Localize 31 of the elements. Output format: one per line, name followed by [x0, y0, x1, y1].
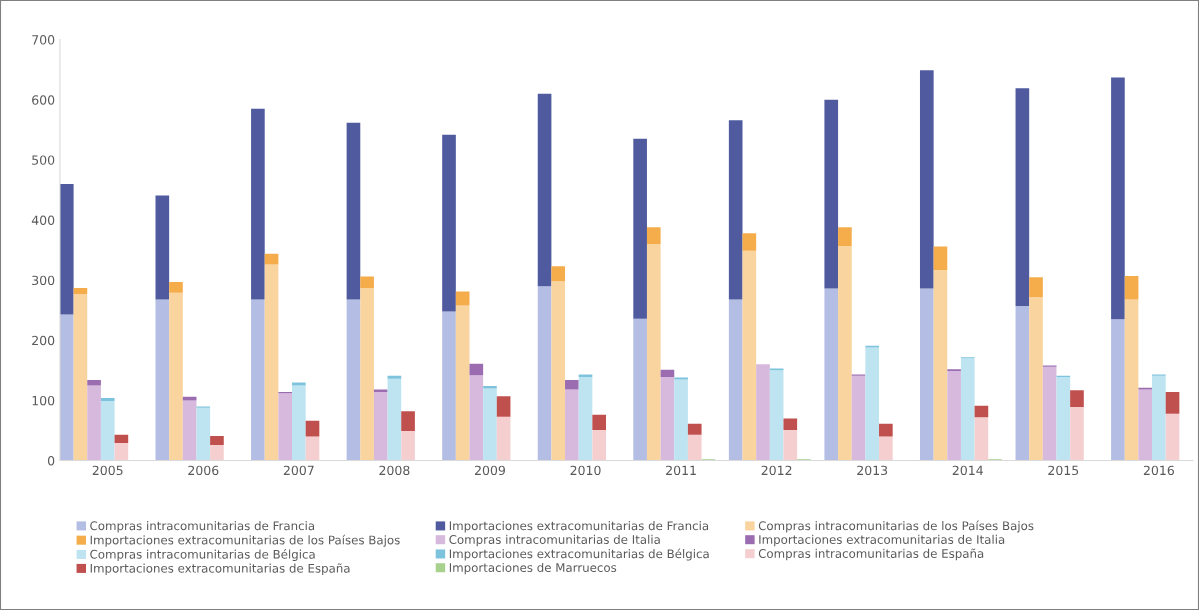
legend-label: Importaciones extracomunitarias de España — [90, 563, 350, 575]
x-tick-label: 2011 — [666, 465, 696, 476]
x-tick-label: 2008 — [379, 465, 410, 476]
legend-label: Importaciones extracomunitarias de Bélgica — [449, 548, 709, 561]
x-tick-label: 2016 — [1143, 465, 1174, 476]
y-tick-label: 500 — [32, 155, 55, 165]
y-tick-label: 0 — [47, 456, 55, 466]
legend-label: Importaciones de Marruecos — [449, 562, 617, 575]
y-tick-label: 700 — [32, 35, 55, 45]
y-tick-label: 100 — [32, 395, 55, 406]
legend-label: Importaciones extracomunitarias de Italia — [759, 534, 1005, 547]
x-tick-label: 2009 — [474, 465, 505, 476]
legend-label: Importaciones extracomunitarias de los Países Bajos — [90, 534, 400, 547]
x-tick-label: 2014 — [952, 465, 983, 476]
x-tick-label: 2015 — [1048, 465, 1079, 476]
x-tick-label: 2013 — [857, 465, 888, 476]
x-tick-label: 2006 — [188, 465, 219, 476]
y-tick-label: 200 — [32, 335, 55, 346]
legend-label: Importaciones extracomunitarias de Francia — [449, 521, 709, 533]
x-tick-label: 2007 — [283, 465, 314, 476]
legend-label: Compras intracomunitarias de los Países Bajos — [758, 520, 1034, 533]
legend-label: Compras intracomunitarias de Italia — [449, 534, 660, 547]
y-tick-label: 600 — [32, 95, 55, 105]
legend-label: Compras intracomunitarias de Francia — [90, 521, 315, 533]
x-tick-label: 2010 — [570, 465, 601, 476]
legend-label: Compras intracomunitarias de Bélgica — [90, 549, 315, 561]
y-tick-label: 400 — [31, 215, 55, 225]
x-tick-label: 2005 — [92, 465, 123, 476]
legend-label: Compras intracomunitarias de España — [758, 548, 984, 561]
x-tick-label: 2012 — [761, 465, 792, 476]
y-tick-label: 300 — [32, 275, 55, 286]
